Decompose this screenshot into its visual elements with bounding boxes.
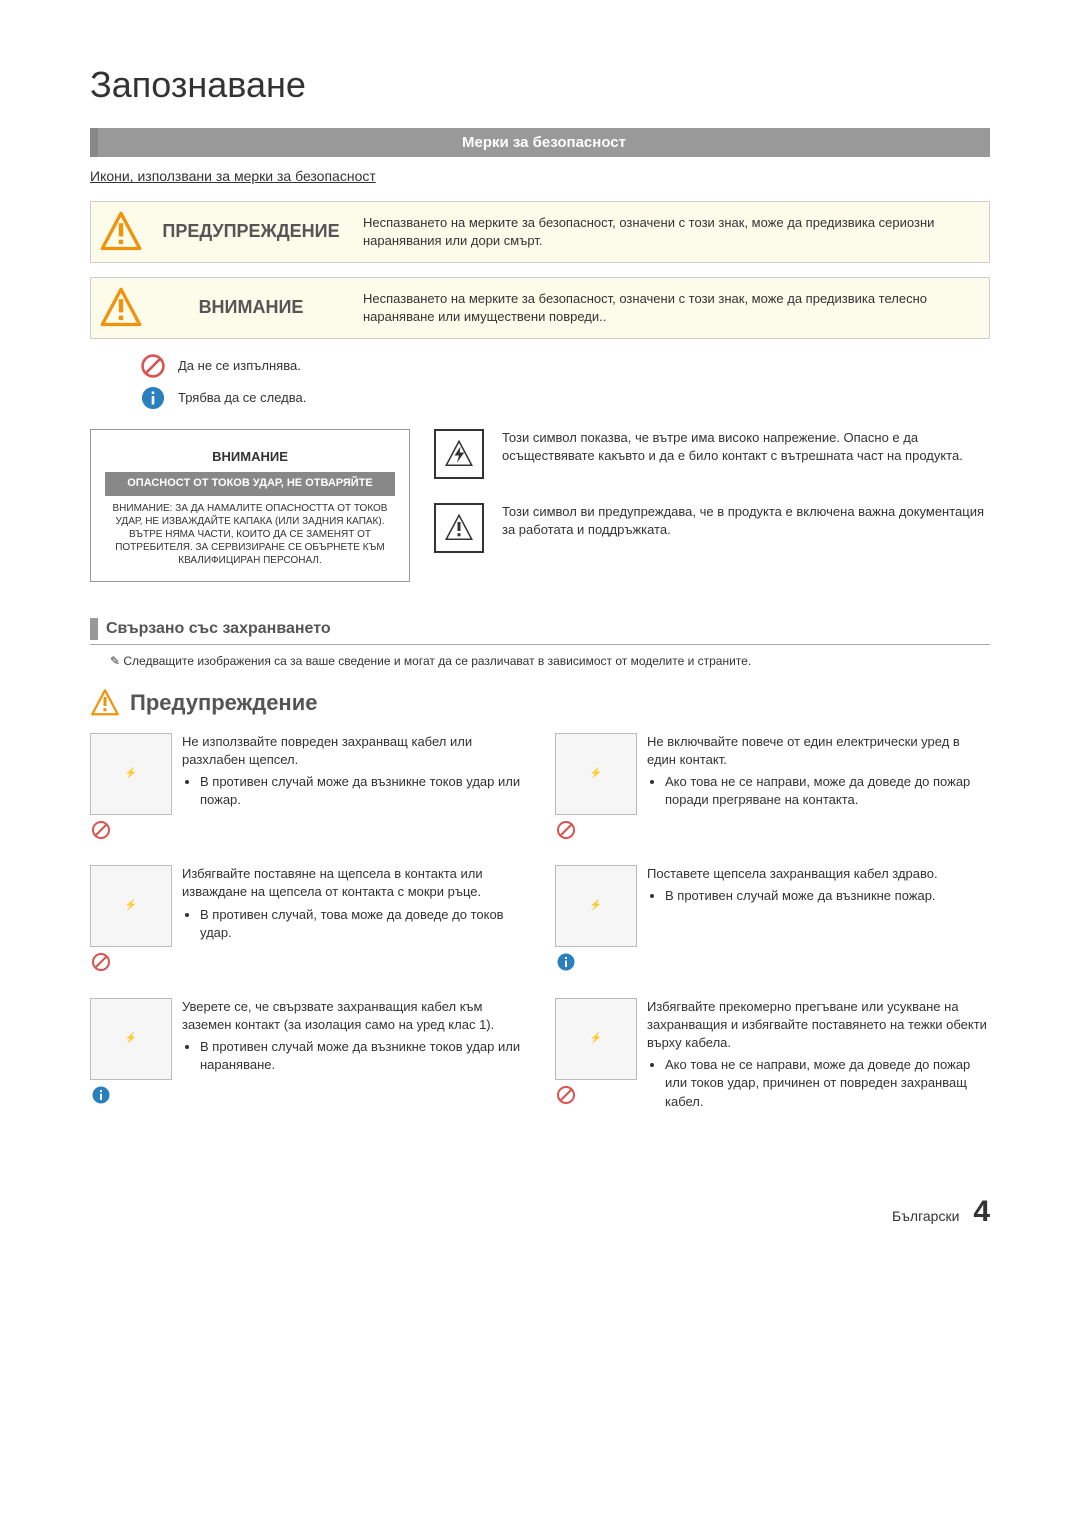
page-title: Запознаване [90,60,990,110]
item-illustration: ⚡ [555,733,637,846]
item-text: Избягвайте поставяне на щепсела в контак… [182,865,525,901]
item-body: Поставете щепсела захранващия кабел здра… [647,865,938,978]
symbol-text: Този символ ви предупреждава, че в проду… [502,503,990,553]
prohibit-icon [140,353,166,379]
warning-section-label: Предупреждение [130,688,317,719]
illustration-placeholder: ⚡ [555,998,637,1080]
item-text: Поставете щепсела захранващия кабел здра… [647,865,938,883]
illustration-placeholder: ⚡ [90,865,172,947]
prohibit-icon [90,819,112,841]
prohibit-icon [555,819,577,841]
legend-text: Да не се изпълнява. [178,357,301,375]
warning-triangle-icon [91,202,151,262]
power-item: ⚡ Избягвайте прекомерно прегъване или ус… [555,998,990,1111]
page-footer: Български 4 [90,1191,990,1233]
symbol-text: Този символ показва, че вътре има високо… [502,429,990,479]
illustration-placeholder: ⚡ [90,733,172,815]
symbol-block: Този символ ви предупреждава, че в проду… [434,503,990,553]
legend-row: Трябва да се следва. [140,385,990,411]
caution-box: ВНИМАНИЕ ОПАСНОСТ ОТ ТОКОВ УДАР, НЕ ОТВА… [90,429,410,582]
warning-label: ПРЕДУПРЕЖДЕНИЕ [151,219,351,244]
illustration-placeholder: ⚡ [90,998,172,1080]
power-item: ⚡ Уверете се, че свързвате захранващия к… [90,998,525,1111]
warning-text: Неспазването на мерките за безопасност, … [351,206,989,258]
item-bullet: Ако това не се направи, може да доведе д… [665,1056,990,1111]
caution-row: ВНИМАНИЕ ОПАСНОСТ ОТ ТОКОВ УДАР, НЕ ОТВА… [90,429,990,582]
item-bullet: В противен случай може да възникне токов… [200,773,525,809]
warning-block: ВНИМАНИЕ Неспазването на мерките за безо… [90,277,990,339]
item-body: Не използвайте повреден захранващ кабел … [182,733,525,846]
power-section: Свързано със захранването Следващите изо… [90,618,990,1131]
item-bullet: В противен случай, това може да доведе д… [200,906,525,942]
caution-box-bar: ОПАСНОСТ ОТ ТОКОВ УДАР, НЕ ОТВАРЯЙТЕ [105,472,395,495]
item-body: Избягвайте поставяне на щепсела в контак… [182,865,525,978]
caution-box-title: ВНИМАНИЕ [105,448,395,466]
legend-text: Трябва да се следва. [178,389,306,407]
power-item: ⚡ Не използвайте повреден захранващ кабе… [90,733,525,846]
warning-block: ПРЕДУПРЕЖДЕНИЕ Неспазването на мерките з… [90,201,990,263]
item-body: Избягвайте прекомерно прегъване или усук… [647,998,990,1111]
warning-triangle-icon [90,688,120,718]
info-icon [140,385,166,411]
item-illustration: ⚡ [555,865,637,978]
safety-header: Мерки за безопасност [90,128,990,157]
divider [90,644,990,645]
item-illustration: ⚡ [90,733,172,846]
symbol-block: Този символ показва, че вътре има високо… [434,429,990,479]
page-number: 4 [973,1195,990,1228]
item-bullet: В противен случай може да възникне токов… [200,1038,525,1074]
warning-triangle-icon [91,278,151,338]
bolt-symbol-icon [434,429,484,479]
item-text: Избягвайте прекомерно прегъване или усук… [647,998,990,1053]
item-body: Уверете се, че свързвате захранващия каб… [182,998,525,1111]
power-item: ⚡ Не включвайте повече от един електриче… [555,733,990,846]
warning-section-title: Предупреждение [90,688,990,719]
item-text: Не използвайте повреден захранващ кабел … [182,733,525,769]
items-grid: ⚡ Не използвайте повреден захранващ кабе… [90,733,990,1131]
caution-box-body: ВНИМАНИЕ: ЗА ДА НАМАЛИТЕ ОПАСНОСТТА ОТ Т… [105,502,395,567]
warning-label: ВНИМАНИЕ [151,295,351,320]
info-icon [555,951,577,973]
illustration-placeholder: ⚡ [555,865,637,947]
safety-intro: Икони, използвани за мерки за безопаснос… [90,167,990,187]
power-note: Следващите изображения са за ваше сведен… [110,653,990,670]
legend-row: Да не се изпълнява. [140,353,990,379]
item-bullet: Ако това не се направи, може да доведе д… [665,773,990,809]
item-illustration: ⚡ [90,865,172,978]
power-item: ⚡ Избягвайте поставяне на щепсела в конт… [90,865,525,978]
item-bullet: В противен случай може да възникне пожар… [665,887,938,905]
power-header: Свързано със захранването [90,618,990,640]
item-text: Не включвайте повече от един електрическ… [647,733,990,769]
warning-text: Неспазването на мерките за безопасност, … [351,282,989,334]
item-illustration: ⚡ [90,998,172,1111]
info-icon [90,1084,112,1106]
item-body: Не включвайте повече от един електрическ… [647,733,990,846]
item-text: Уверете се, че свързвате захранващия каб… [182,998,525,1034]
power-item: ⚡ Поставете щепсела захранващия кабел зд… [555,865,990,978]
prohibit-icon [555,1084,577,1106]
footer-language: Български [892,1208,959,1224]
prohibit-icon [90,951,112,973]
excl-symbol-icon [434,503,484,553]
item-illustration: ⚡ [555,998,637,1111]
illustration-placeholder: ⚡ [555,733,637,815]
